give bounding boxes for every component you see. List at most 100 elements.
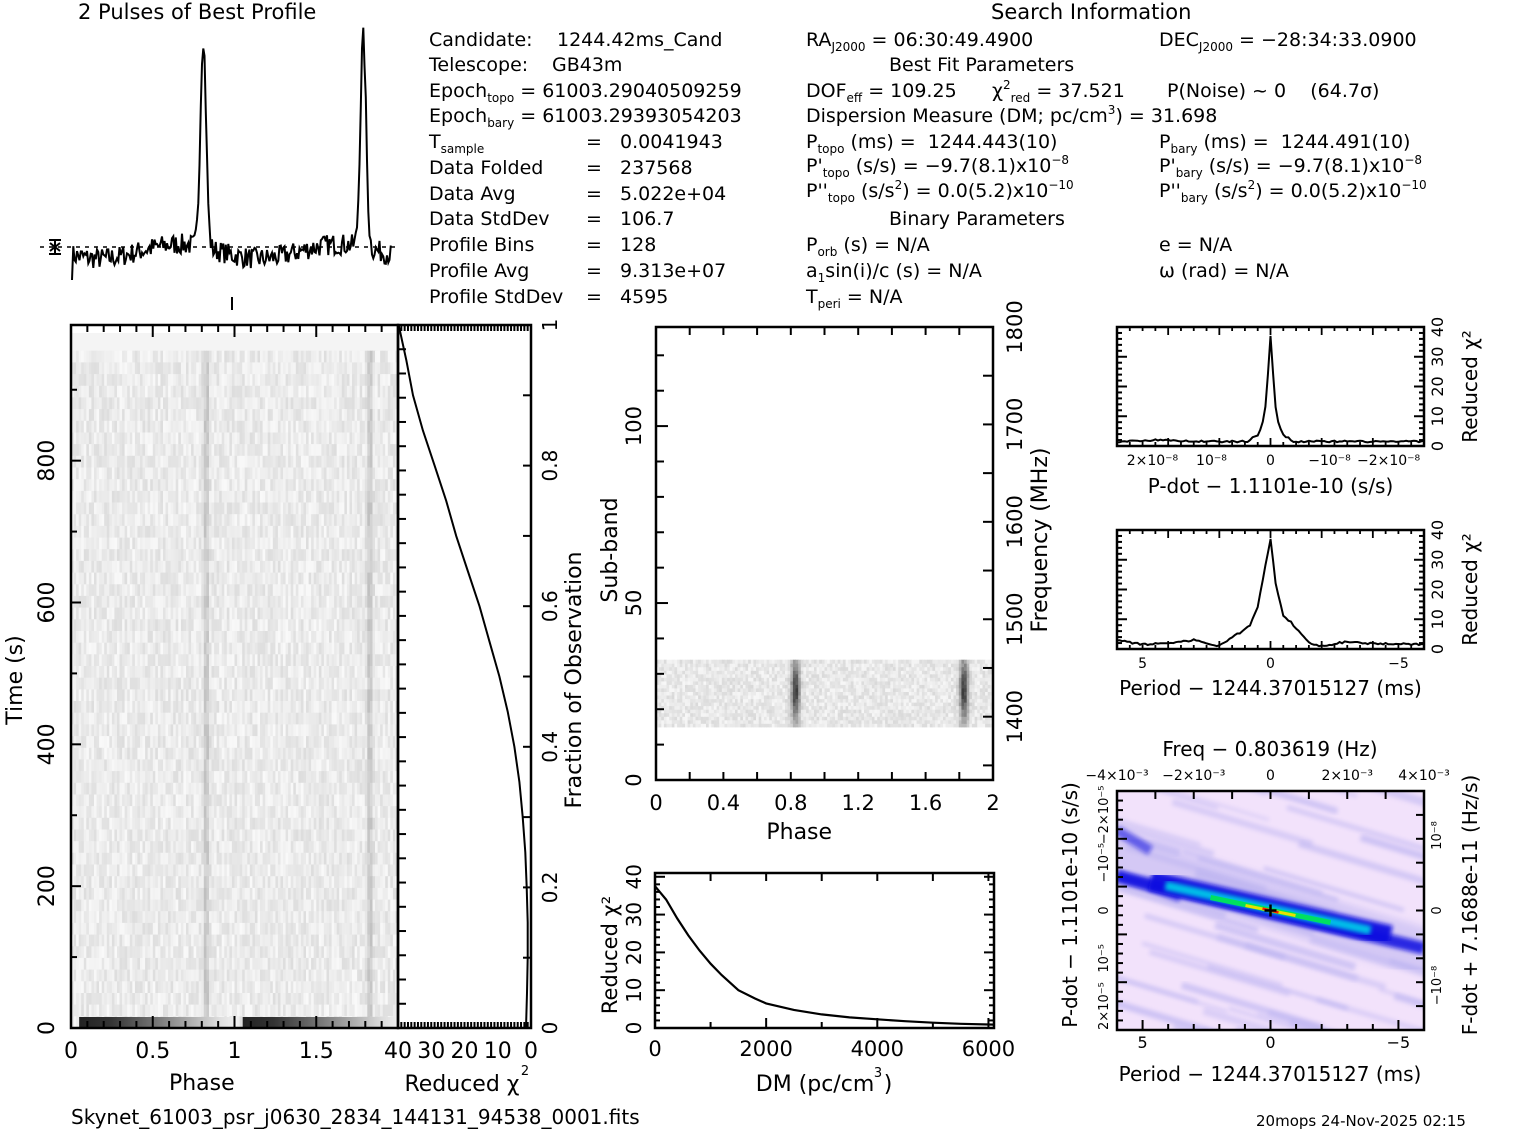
heatmap-cell	[132, 607, 136, 620]
heatmap-cell	[300, 771, 304, 784]
heatmap-cell	[277, 771, 281, 784]
heatmap-cell	[275, 397, 279, 410]
heatmap-cell	[300, 479, 304, 492]
heatmap-cell	[387, 479, 391, 492]
heatmap-cell	[188, 654, 192, 667]
heatmap-cell	[180, 619, 184, 632]
heatmap-cell	[260, 595, 264, 609]
heatmap-cell	[91, 584, 95, 597]
heatmap-cell	[71, 490, 75, 504]
heatmap-cell	[137, 374, 141, 387]
heatmap-cell	[265, 490, 269, 504]
heatmap-cell	[71, 560, 75, 574]
heatmap-cell	[321, 584, 325, 597]
pddot-topo-label: P''	[806, 180, 828, 202]
heatmap-cell	[152, 385, 156, 398]
heatmap-cell	[71, 455, 75, 468]
heatmap-cell	[198, 374, 202, 387]
heatmap-cell	[99, 362, 103, 375]
heatmap-cell	[288, 409, 292, 422]
heatmap-cell	[313, 595, 317, 609]
heatmap-cell	[140, 350, 144, 363]
heatmap-cell	[272, 724, 276, 737]
heatmap-cell	[252, 654, 256, 667]
heatmap-cell	[242, 455, 246, 468]
heatmap-cell	[76, 747, 80, 760]
heatmap-cell	[357, 385, 361, 398]
heatmap-cell	[73, 362, 77, 375]
heatmap-cell	[318, 666, 322, 679]
heatmap-cell	[380, 514, 384, 527]
heatmap-cell	[142, 724, 146, 737]
heatmap-cell	[385, 397, 389, 410]
heatmap-cell	[242, 712, 246, 725]
heatmap-cell	[265, 420, 269, 433]
heatmap-cell	[163, 771, 167, 784]
heatmap-cell	[73, 432, 77, 445]
heatmap-cell	[73, 455, 77, 468]
heatmap-cell	[336, 759, 340, 772]
heatmap-cell	[357, 712, 361, 725]
heatmap-cell	[142, 525, 146, 539]
dec-value: = −28:34:33.0900	[1232, 29, 1417, 51]
asini-sub: 1	[817, 271, 826, 285]
heatmap-cell	[214, 549, 218, 562]
heatmap-cell	[163, 549, 167, 562]
heatmap-cell	[206, 455, 210, 468]
heatmap-cell	[300, 350, 304, 363]
heatmap-cell	[119, 584, 123, 597]
heatmap-cell	[280, 701, 284, 714]
heatmap-cell	[114, 712, 118, 725]
heatmap-cell	[88, 595, 92, 609]
heatmap-cell	[242, 701, 246, 714]
heatmap-cell	[364, 677, 368, 690]
heatmap-cell	[306, 701, 310, 714]
heatmap-cell	[298, 514, 302, 527]
heatmap-cell	[178, 397, 182, 410]
heatmap-cell	[173, 455, 177, 468]
heatmap-cell	[329, 677, 333, 690]
heatmap-cell	[206, 444, 210, 457]
heatmap-cell	[380, 409, 384, 422]
heatmap-cell	[270, 397, 274, 410]
heatmap-cell	[375, 525, 379, 539]
heatmap-cell	[165, 479, 169, 492]
heatmap-cell	[267, 736, 271, 749]
heatmap-cell	[94, 759, 98, 772]
heatmap-cell	[357, 397, 361, 410]
heatmap-cell	[129, 502, 133, 515]
heatmap-cell	[265, 350, 269, 363]
heatmap-cell	[221, 619, 225, 632]
heatmap-cell	[316, 782, 320, 795]
heatmap-cell	[124, 736, 128, 749]
heatmap-cell	[283, 689, 287, 702]
heatmap-cell	[196, 584, 200, 597]
heatmap-cell	[134, 584, 138, 597]
heatmap-cell	[382, 455, 386, 468]
heatmap-cell	[385, 619, 389, 632]
heatmap-cell	[267, 514, 271, 527]
heatmap-cell	[270, 595, 274, 609]
heatmap-cell	[83, 701, 87, 714]
heatmap-cell	[311, 537, 315, 550]
heatmap-cell	[163, 736, 167, 749]
heatmap-cell	[316, 525, 320, 539]
heatmap-cell	[178, 525, 182, 539]
heatmap-cell	[367, 631, 371, 644]
heatmap-cell	[385, 677, 389, 690]
heatmap-cell	[369, 560, 373, 574]
heatmap-cell	[265, 479, 269, 492]
heatmap-cell	[329, 362, 333, 375]
heatmap-cell	[198, 595, 202, 609]
heatmap-cell	[316, 385, 320, 398]
heatmap-cell	[303, 771, 307, 784]
heatmap-cell	[265, 385, 269, 398]
heatmap-cell	[349, 490, 353, 504]
heatmap-cell	[129, 642, 133, 655]
heatmap-cell	[357, 689, 361, 702]
heatmap-cell	[326, 572, 330, 585]
heatmap-cell	[140, 771, 144, 784]
heatmap-cell	[244, 479, 248, 492]
heatmap-cell	[209, 724, 213, 737]
heatmap-cell	[354, 455, 358, 468]
